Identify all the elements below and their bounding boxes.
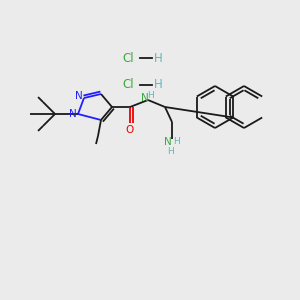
Text: H: H — [167, 146, 173, 155]
Text: N: N — [75, 91, 83, 101]
Text: Cl: Cl — [122, 79, 134, 92]
Text: H: H — [154, 52, 162, 64]
Text: H: H — [147, 91, 153, 100]
Text: N: N — [69, 109, 77, 119]
Text: H: H — [154, 79, 162, 92]
Text: Cl: Cl — [122, 52, 134, 64]
Text: N: N — [164, 137, 172, 147]
Text: H: H — [174, 137, 180, 146]
Text: O: O — [126, 125, 134, 135]
Text: N: N — [141, 93, 149, 103]
